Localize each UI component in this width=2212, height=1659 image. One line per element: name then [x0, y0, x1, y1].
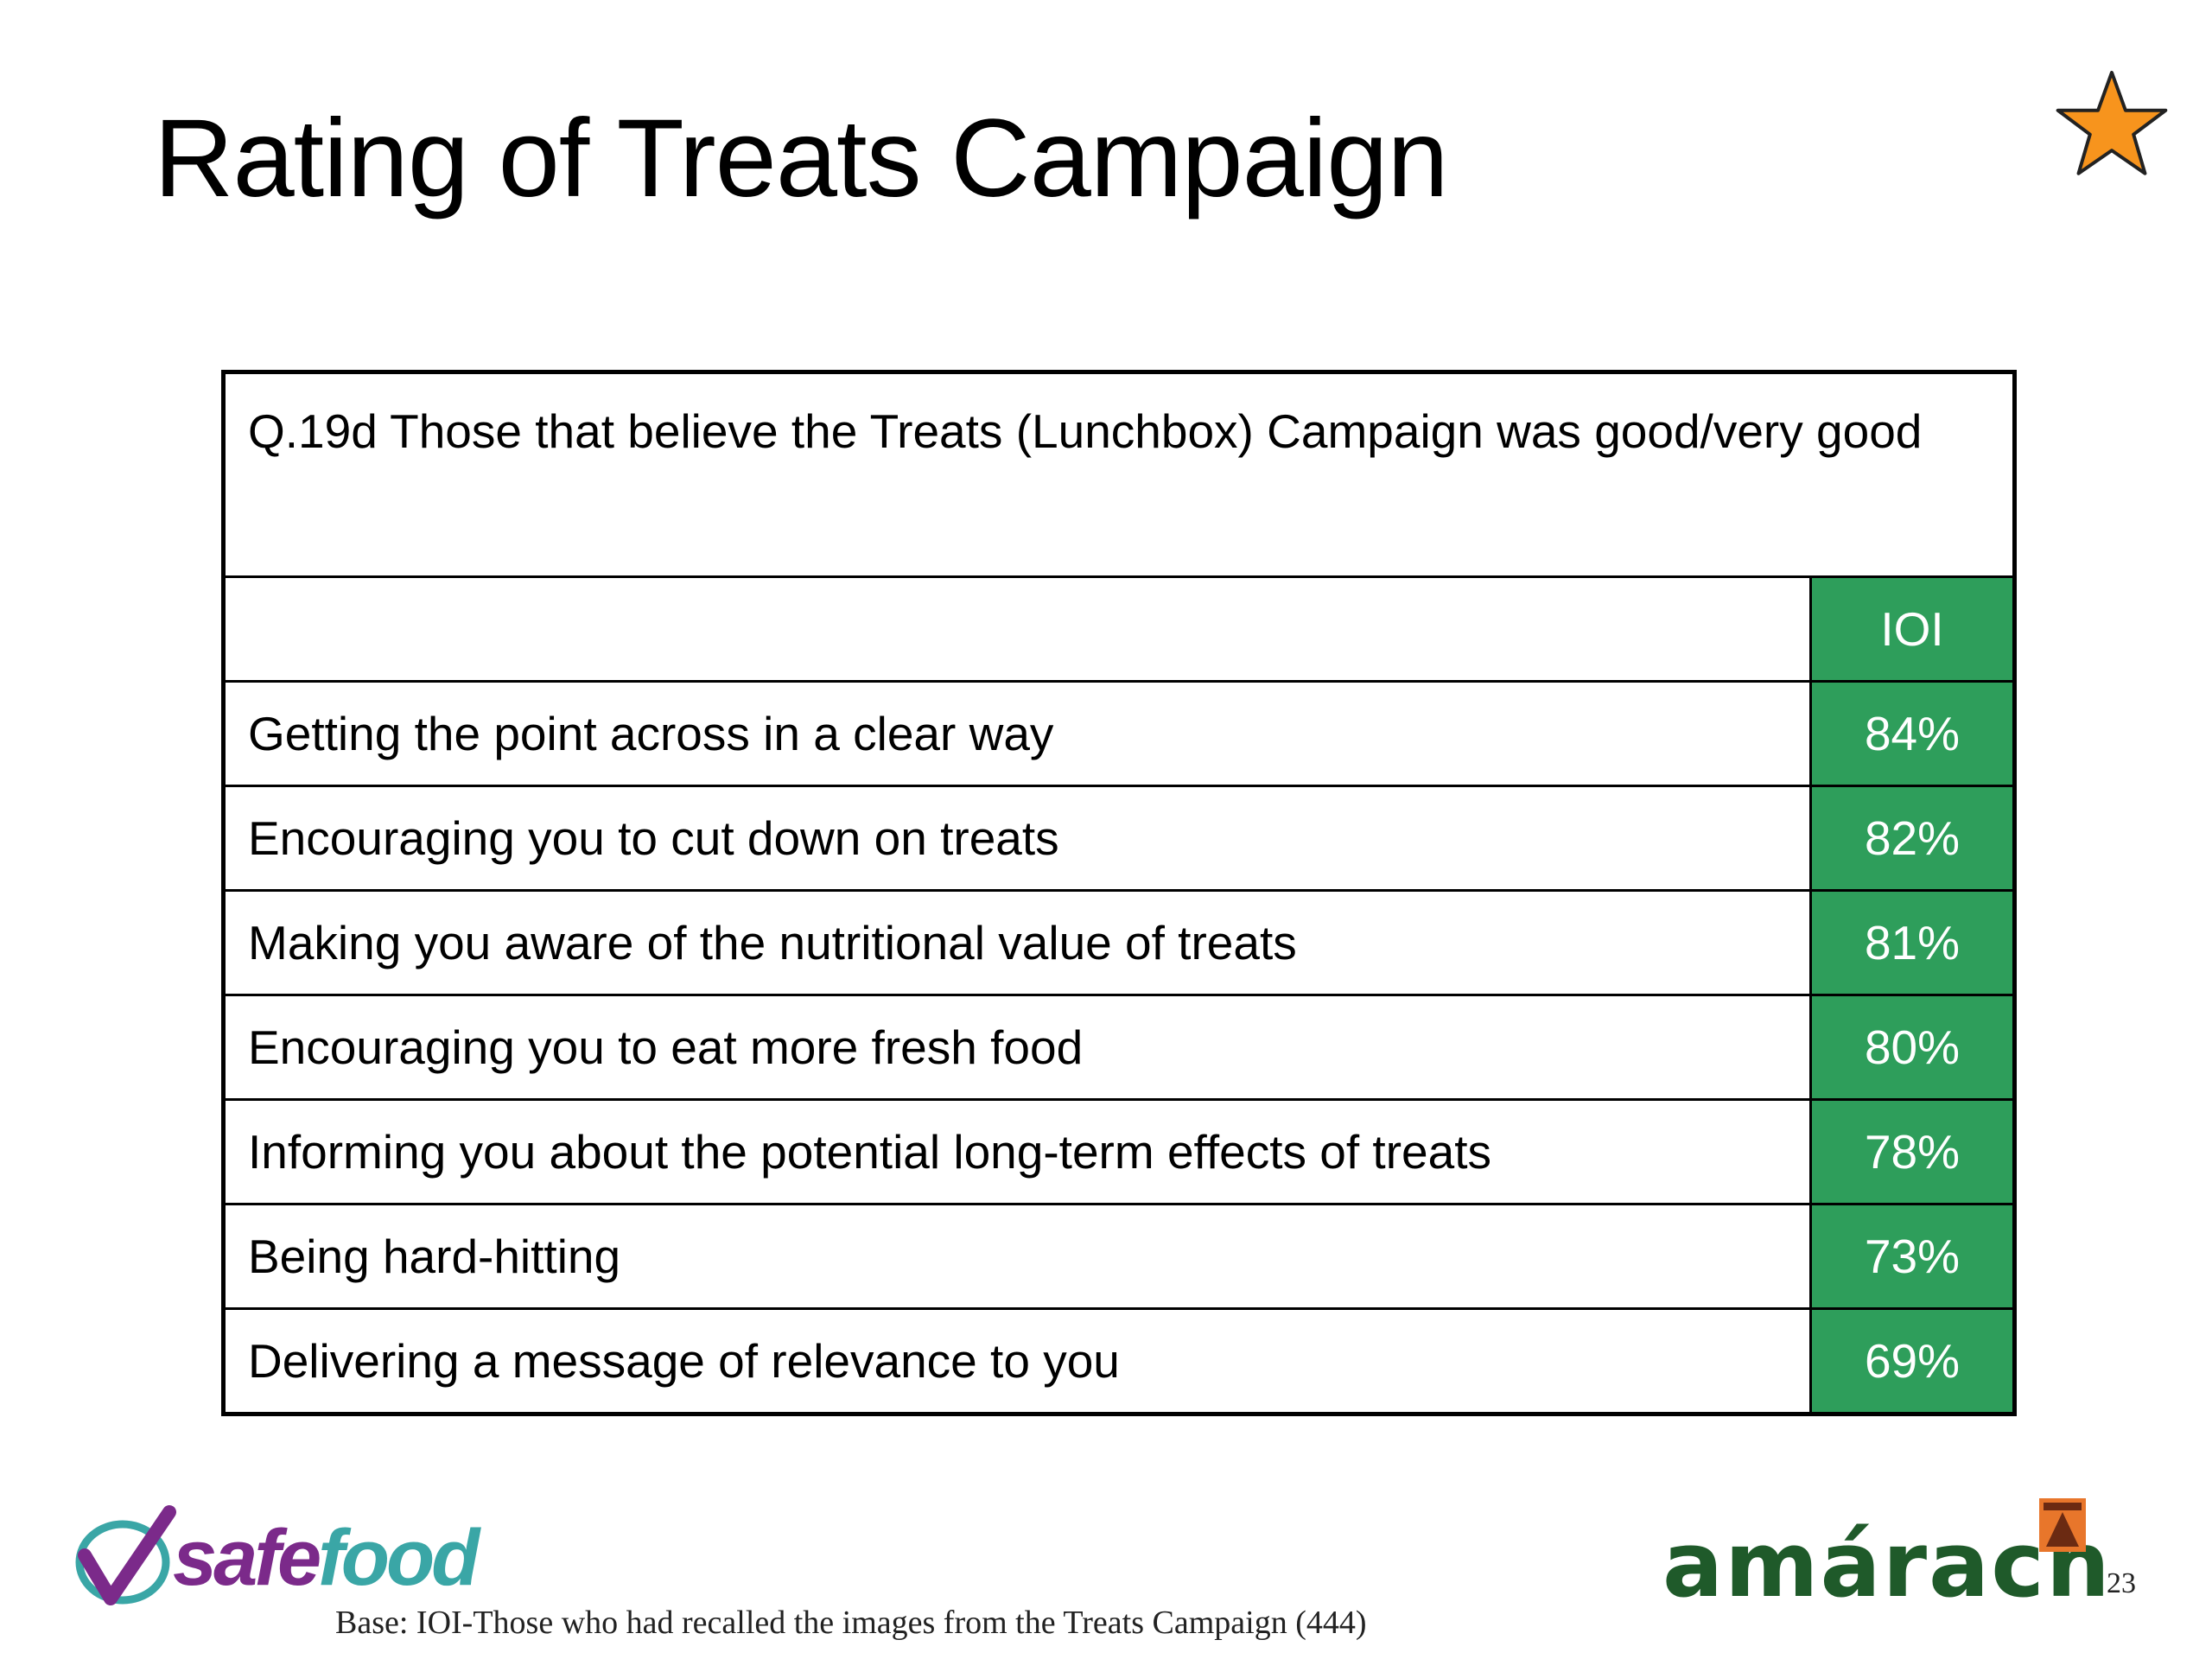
checkmark-swoosh-icon	[75, 1505, 176, 1605]
row-value: 69%	[1812, 1310, 2012, 1412]
row-value: 78%	[1812, 1101, 2012, 1203]
table-row: Encouraging you to eat more fresh food 8…	[226, 996, 2012, 1101]
row-label: Encouraging you to eat more fresh food	[226, 996, 1812, 1098]
safefood-wordmark: safefood	[173, 1513, 480, 1604]
question-text: Q.19d Those that believe the Treats (Lun…	[226, 374, 2012, 578]
table-row: Delivering a message of relevance to you…	[226, 1310, 2012, 1412]
safefood-logo: safefood	[73, 1502, 480, 1614]
row-label: Informing you about the potential long-t…	[226, 1101, 1812, 1203]
safefood-part1: safe	[173, 1513, 321, 1602]
table-header-row: IOI	[226, 578, 2012, 683]
results-table: Q.19d Those that believe the Treats (Lun…	[221, 370, 2017, 1416]
row-label: Encouraging you to cut down on treats	[226, 787, 1812, 889]
table-row: Making you aware of the nutritional valu…	[226, 892, 2012, 996]
header-label-cell	[226, 578, 1812, 680]
amarach-logo: amárach	[1662, 1512, 2112, 1618]
row-value: 81%	[1812, 892, 2012, 994]
row-value: 84%	[1812, 683, 2012, 785]
row-value: 80%	[1812, 996, 2012, 1098]
row-label: Being hard-hitting	[226, 1205, 1812, 1307]
row-value: 82%	[1812, 787, 2012, 889]
table-row: Getting the point across in a clear way …	[226, 683, 2012, 787]
amarach-mark-icon	[2039, 1498, 2086, 1552]
table-row: Being hard-hitting 73%	[226, 1205, 2012, 1310]
orange-star-icon	[2056, 70, 2168, 175]
row-label: Getting the point across in a clear way	[226, 683, 1812, 785]
base-note: Base: IOI-Those who had recalled the ima…	[335, 1605, 1367, 1641]
slide-title: Rating of Treats Campaign	[154, 97, 1449, 220]
row-label: Making you aware of the nutritional valu…	[226, 892, 1812, 994]
page-number: 23	[2107, 1567, 2136, 1599]
row-value: 73%	[1812, 1205, 2012, 1307]
safefood-part2: food	[318, 1513, 480, 1602]
table-row: Encouraging you to cut down on treats 82…	[226, 787, 2012, 892]
header-ioi-cell: IOI	[1812, 578, 2012, 680]
row-label: Delivering a message of relevance to you	[226, 1310, 1812, 1412]
table-row: Informing you about the potential long-t…	[226, 1101, 2012, 1205]
